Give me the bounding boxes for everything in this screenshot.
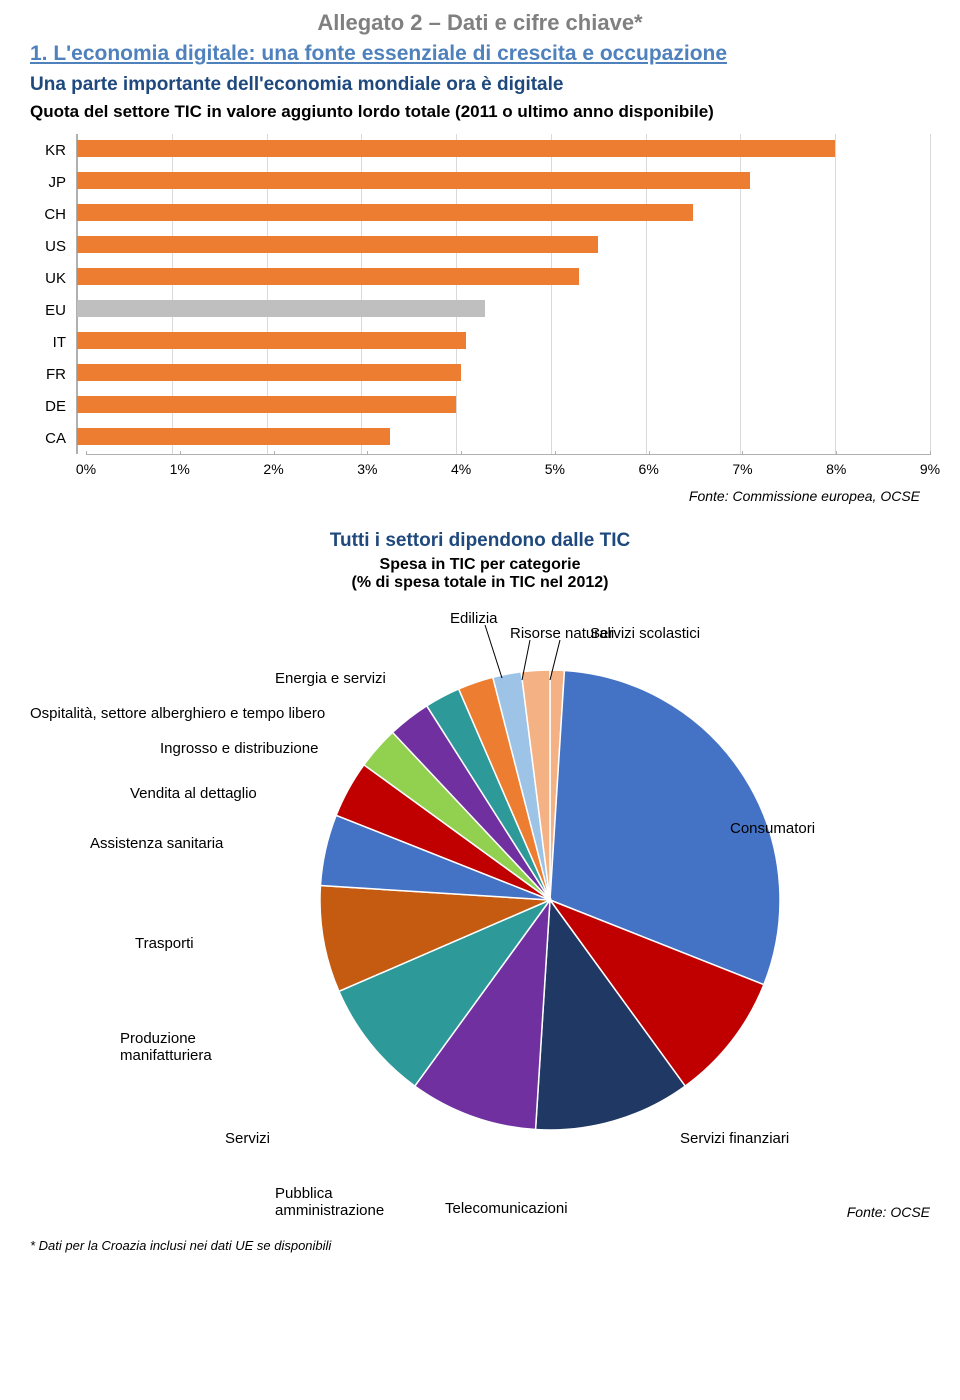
bar-row: DE <box>40 390 930 422</box>
bar <box>77 204 693 221</box>
x-axis-label: 3% <box>357 461 377 477</box>
bar <box>77 364 461 381</box>
bar-row: UK <box>40 262 930 294</box>
bar-label: FR <box>40 366 76 383</box>
pie-label: Servizi <box>225 1130 270 1147</box>
bar <box>77 172 750 189</box>
bar-label: IT <box>40 334 76 351</box>
pie-label: Vendita al dettaglio <box>130 785 257 802</box>
bar-row: JP <box>40 166 930 198</box>
x-axis-label: 0% <box>76 461 96 477</box>
bar <box>77 140 835 157</box>
x-axis-label: 5% <box>545 461 565 477</box>
pie-label: Energia e servizi <box>275 670 386 687</box>
bar <box>77 300 485 317</box>
x-axis-label: 2% <box>263 461 283 477</box>
bar-row: FR <box>40 358 930 390</box>
x-axis-label: 1% <box>170 461 190 477</box>
pie-label: Consumatori <box>730 820 815 837</box>
pie-chart <box>320 670 780 1130</box>
pie-chart-container: Servizi scolasticiConsumatoriServizi fin… <box>30 610 930 1230</box>
bar <box>77 428 390 445</box>
section-title: 1. L'economia digitale: una fonte essenz… <box>30 42 930 66</box>
bar-label: CA <box>40 430 76 447</box>
bar <box>77 268 579 285</box>
bar-label: EU <box>40 302 76 319</box>
bar-row: IT <box>40 326 930 358</box>
bar-label: KR <box>40 142 76 159</box>
pie-label: Risorse naturali <box>510 625 614 642</box>
pie-label: Edilizia <box>450 610 498 627</box>
bar-row: US <box>40 230 930 262</box>
footnote: * Dati per la Croazia inclusi nei dati U… <box>30 1238 930 1253</box>
bar-label: DE <box>40 398 76 415</box>
pie-label: Pubblicaamministrazione <box>275 1185 384 1219</box>
pie-label: Assistenza sanitaria <box>90 835 223 852</box>
bar-label: CH <box>40 206 76 223</box>
bar <box>77 332 466 349</box>
bar-label: UK <box>40 270 76 287</box>
x-axis-label: 8% <box>826 461 846 477</box>
pie-label: Produzionemanifatturiera <box>120 1030 212 1064</box>
horizontal-bar-chart: KRJPCHUSUKEUITFRDECA0%1%2%3%4%5%6%7%8%9% <box>40 134 930 480</box>
bar <box>77 396 456 413</box>
x-axis-label: 9% <box>920 461 940 477</box>
x-axis-label: 6% <box>639 461 659 477</box>
bar-row: CA <box>40 422 930 454</box>
pie-description: Spesa in TIC per categorie (% di spesa t… <box>30 556 930 592</box>
bar-row: EU <box>40 294 930 326</box>
bar <box>77 236 598 253</box>
bar-chart-description: Quota del settore TIC in valore aggiunto… <box>30 102 930 122</box>
bar-chart-source: Fonte: Commissione europea, OCSE <box>30 488 920 504</box>
bar-row: KR <box>40 134 930 166</box>
bar-row: CH <box>40 198 930 230</box>
main-title: Allegato 2 – Dati e cifre chiave* <box>30 10 930 36</box>
pie-source: Fonte: OCSE <box>847 1204 930 1220</box>
pie-label: Servizi finanziari <box>680 1130 789 1147</box>
pie-label: Telecomunicazioni <box>445 1200 568 1217</box>
pie-label: Ingrosso e distribuzione <box>160 740 318 757</box>
pie-label: Ospitalità, settore alberghiero e tempo … <box>30 705 325 722</box>
subheading-1: Una parte importante dell'economia mondi… <box>30 74 930 96</box>
x-axis-label: 7% <box>732 461 752 477</box>
x-axis-label: 4% <box>451 461 471 477</box>
bar-label: US <box>40 238 76 255</box>
bar-label: JP <box>40 174 76 191</box>
pie-heading: Tutti i settori dipendono dalle TIC <box>30 530 930 552</box>
pie-label: Trasporti <box>135 935 194 952</box>
